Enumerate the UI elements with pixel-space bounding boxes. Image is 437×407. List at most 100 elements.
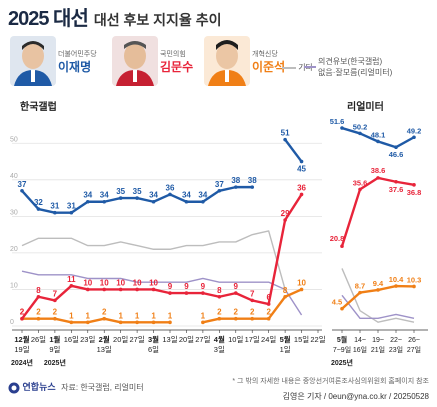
data-point (358, 290, 362, 295)
data-label: 11 (67, 275, 76, 284)
data-label: 2 (102, 308, 107, 317)
data-label: 10 (116, 278, 125, 287)
data-point (217, 294, 222, 299)
x-tick-label: 2월 (99, 334, 110, 344)
series-line-기타 (21, 230, 286, 290)
x-year-label: 2025년 (44, 358, 66, 367)
data-point (201, 291, 205, 295)
data-label: 36 (166, 183, 175, 192)
data-point (394, 145, 398, 150)
data-point (376, 139, 380, 144)
source-label-gallup: 한국갤럽 (18, 98, 59, 113)
data-point (135, 287, 139, 292)
y-tick-label: 10 (10, 282, 18, 289)
x-tick-label: 17일 (245, 335, 260, 344)
x-tick-label: 1월 (49, 334, 60, 344)
data-point (36, 294, 41, 299)
data-point (394, 179, 398, 184)
data-label: 51.6 (330, 117, 345, 126)
data-label: 35 (116, 187, 125, 196)
data-label: 1 (69, 311, 74, 320)
data-point (299, 287, 304, 292)
data-point (250, 185, 255, 189)
data-label: 38 (231, 176, 240, 185)
legend-undecided: 의견유보(한국갤럽) 없음·잘모름(리얼미터) (304, 56, 392, 78)
data-point (69, 284, 74, 288)
x-tick-label: 22~ (390, 337, 402, 344)
x-tick-label: 5월 (280, 334, 291, 344)
data-point (299, 159, 304, 164)
data-label: 10 (133, 278, 142, 287)
x-tick-label: 16일 (64, 335, 79, 344)
x-tick-label: 15일 (294, 335, 309, 344)
page-title: 2025 대선 대선 후보 지지율 추이 (8, 6, 221, 32)
x-year-label: 2025년 (331, 358, 353, 367)
y-tick-label: 20 (10, 246, 18, 253)
data-point (20, 188, 24, 193)
data-label: 34 (100, 191, 109, 200)
x-tick-label: 1일 (280, 345, 291, 354)
x-tick-label: 21일 (371, 345, 385, 354)
party-label: 개혁신당 (252, 51, 278, 58)
data-label: 35.6 (353, 178, 368, 187)
legend-other-swatch (282, 66, 296, 69)
data-point (376, 176, 380, 180)
data-label: 6 (266, 293, 271, 302)
data-label: 1 (118, 311, 123, 320)
data-point (168, 320, 172, 325)
data-label: 2 (217, 308, 222, 317)
data-point (102, 316, 107, 321)
data-label: 20.8 (330, 234, 345, 243)
data-label: 45 (297, 165, 306, 174)
x-tick-label: 13일 (162, 335, 177, 344)
party-label: 국민의힘 (160, 51, 186, 58)
data-point (283, 294, 287, 299)
data-point (168, 291, 172, 295)
data-point (85, 287, 90, 292)
data-label: 2 (20, 308, 25, 317)
data-point (283, 137, 287, 142)
x-tick-label: 20일 (179, 335, 194, 344)
data-point (412, 183, 416, 187)
data-label: 31 (50, 202, 59, 211)
x-year-label: 2024년 (11, 358, 33, 367)
legend-candidate-lee-jaemyung: 더불어민주당 이재명 (10, 36, 110, 86)
source-text: 자료: 한국갤럽, 리얼미터 (61, 383, 144, 392)
data-label: 2 (53, 308, 58, 317)
data-point (151, 287, 156, 292)
avatar-kim-moonsoo (112, 36, 158, 86)
series-line-없음·잘모름 (341, 294, 415, 320)
x-tick-label: 4월 (214, 334, 225, 344)
data-point (412, 284, 416, 289)
data-label: 50.2 (353, 122, 368, 131)
y-tick-label: 50 (10, 136, 18, 143)
data-label: 37 (18, 180, 27, 189)
data-point (151, 320, 156, 325)
data-label: 9 (184, 282, 189, 291)
legend-undecided-swatch (304, 66, 316, 68)
source-label-realmeter: 리얼미터 (345, 98, 386, 113)
data-label: 1 (135, 311, 140, 320)
data-label: 8.7 (355, 282, 365, 291)
data-point (250, 298, 255, 303)
x-tick-label: 12월 (14, 334, 29, 344)
avatar-lee-junseok (204, 36, 250, 86)
data-label: 9 (168, 282, 173, 291)
x-tick-label: 26일 (31, 335, 46, 344)
y-tick-label: 30 (10, 209, 18, 216)
title-sub: 대선 후보 지지율 추이 (93, 12, 222, 28)
data-point (201, 199, 205, 204)
data-label: 8 (217, 286, 222, 295)
data-label: 36.8 (407, 188, 422, 197)
x-tick-label: 5월 (337, 335, 347, 344)
x-tick-label: 24일 (261, 335, 276, 344)
data-label: 48.1 (371, 130, 386, 139)
data-label: 8 (36, 286, 41, 295)
data-point (201, 320, 205, 325)
data-point (135, 196, 139, 200)
data-point (135, 320, 139, 325)
data-label: 7 (53, 289, 58, 298)
data-point (184, 291, 189, 295)
data-point (102, 199, 107, 204)
x-tick-label: 9일 (49, 345, 60, 354)
